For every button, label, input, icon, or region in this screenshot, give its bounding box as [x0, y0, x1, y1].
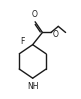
Text: O: O [52, 30, 58, 39]
Text: NH: NH [27, 82, 38, 91]
Text: F: F [20, 38, 24, 47]
Text: O: O [32, 10, 38, 19]
